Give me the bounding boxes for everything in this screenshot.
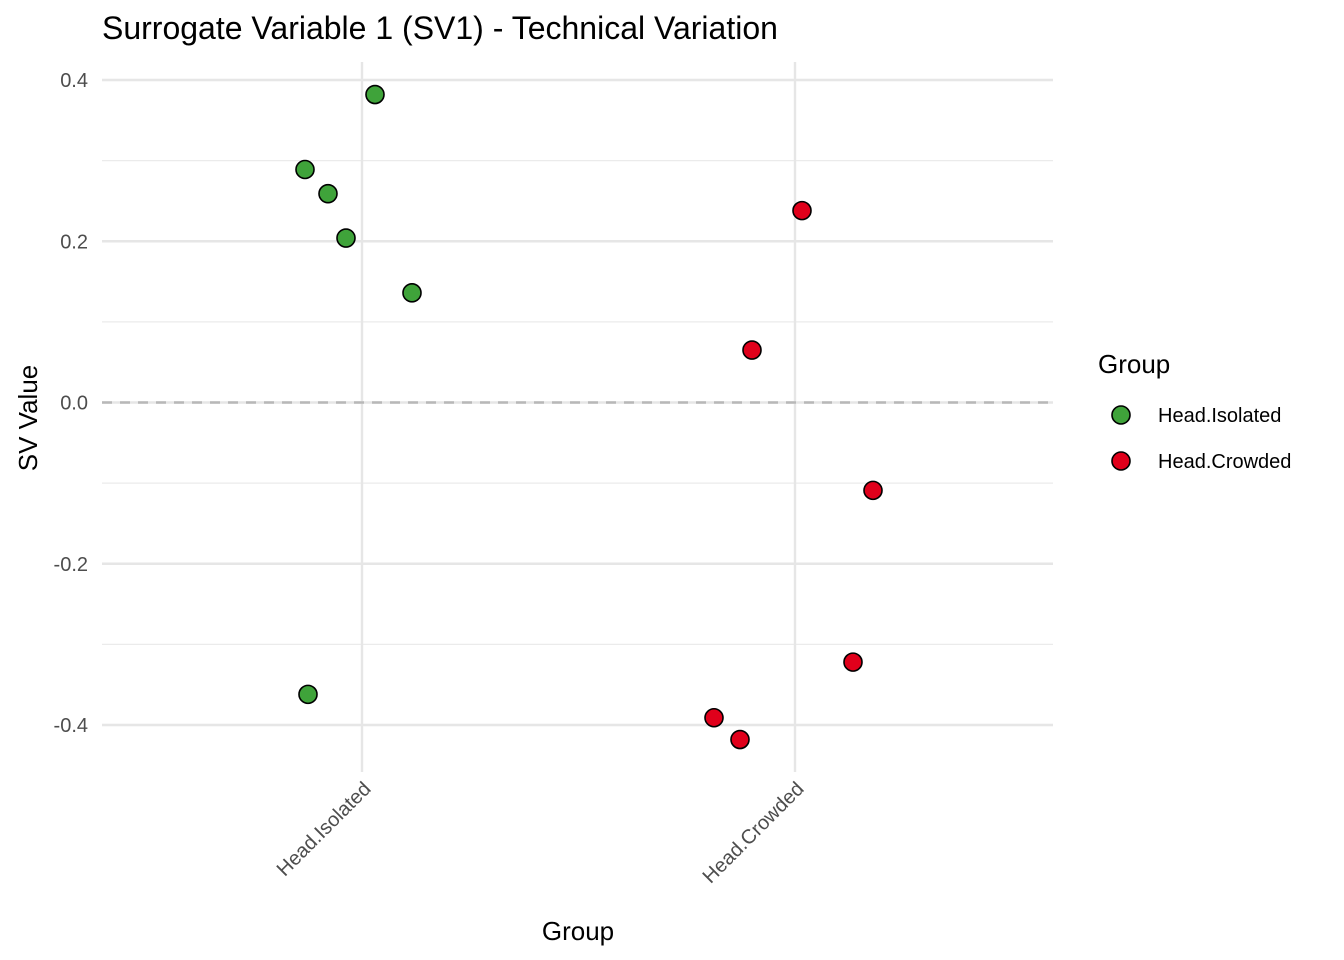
chart-title: Surrogate Variable 1 (SV1) - Technical V… [102, 10, 778, 46]
x-tick-label: Head.Isolated [273, 778, 376, 881]
y-tick-label: -0.2 [54, 554, 88, 576]
data-point [365, 84, 385, 105]
legend-label: Head.Isolated [1158, 405, 1281, 427]
data-point [318, 183, 338, 204]
x-axis-title: Group [542, 916, 614, 946]
legend-swatch [1111, 451, 1131, 471]
y-tick-label: 0.0 [60, 393, 88, 415]
legend-label: Head.Crowded [1158, 451, 1291, 473]
y-axis-title: SV Value [13, 365, 43, 471]
data-point [843, 652, 863, 672]
data-point [730, 729, 750, 750]
y-axis-ticks: -0.4 -0.2 0.0 0.2 0.4 [54, 70, 88, 737]
y-tick-label: -0.4 [54, 715, 88, 737]
y-tick-label: 0.2 [60, 231, 88, 253]
data-point [336, 228, 356, 248]
x-tick-label: Head.Crowded [699, 778, 809, 888]
data-points [295, 84, 883, 750]
data-point [792, 200, 812, 221]
data-point [863, 480, 883, 501]
y-tick-label: 0.4 [60, 70, 88, 92]
legend-entries: Head.Isolated Head.Crowded [1111, 405, 1291, 473]
data-point [742, 340, 762, 360]
grid [102, 62, 1053, 772]
legend: Group Head.Isolated Head.Crowded [1098, 349, 1291, 473]
legend-swatch [1111, 405, 1131, 425]
data-point [402, 283, 422, 303]
x-axis-ticks: Head.Isolated Head.Crowded [273, 778, 809, 888]
data-point [704, 707, 724, 728]
data-point [298, 684, 318, 705]
data-point [295, 159, 315, 180]
legend-title: Group [1098, 349, 1170, 379]
